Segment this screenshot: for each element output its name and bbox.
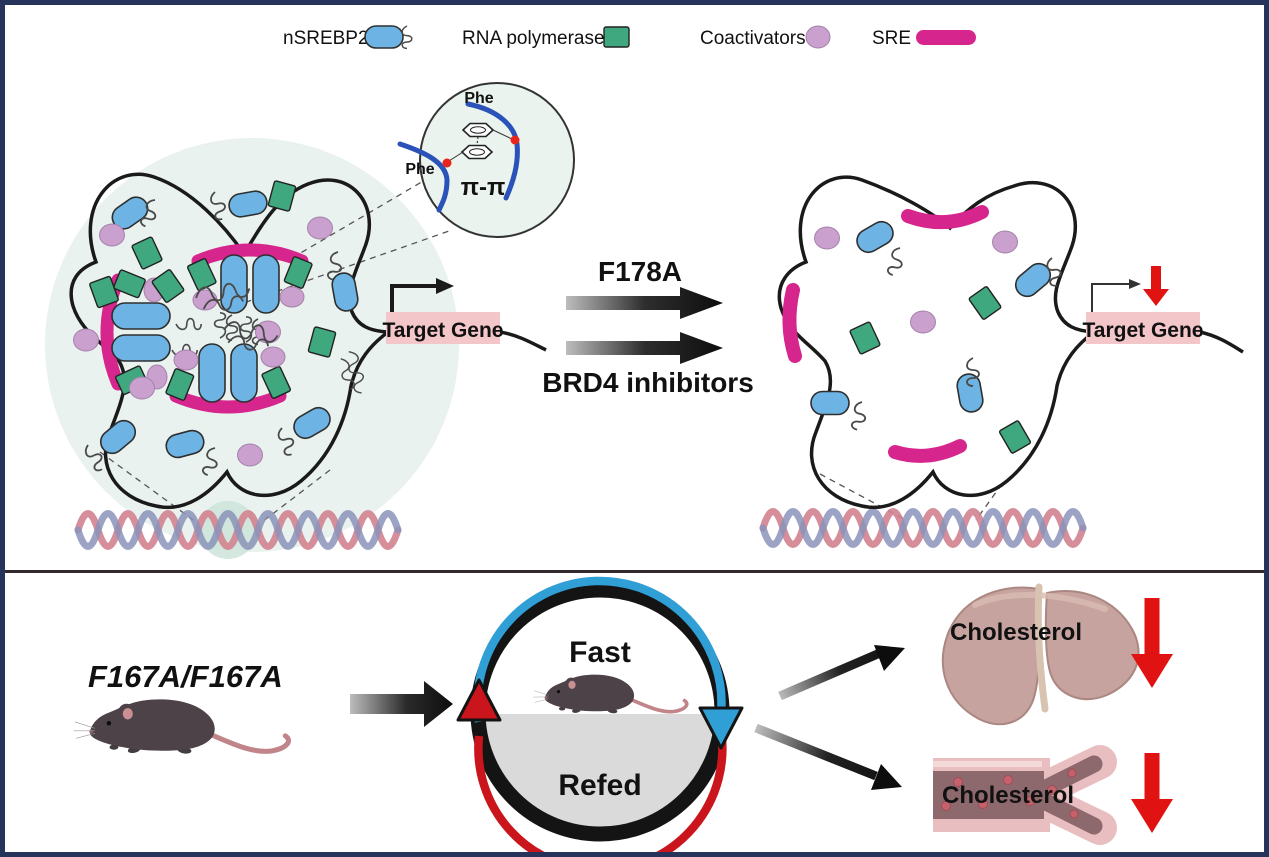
legend-label-sre: SRE [872,28,911,49]
phe-residue-dot [442,158,452,168]
phe-residue-dot [510,135,520,145]
idr-squiggle [850,400,869,432]
cholesterol-down-arrow-icon [1131,753,1173,833]
cholesterol-down-arrow-icon [1131,598,1173,688]
mouse-icon [74,699,289,754]
phe-pi-pi-inset: Phe Phe π-π [397,82,575,238]
protein-backbone-left [397,141,450,213]
transcription-arrowhead [436,278,454,294]
blood-cells [941,768,1079,819]
sre-element [782,283,802,363]
rna-pol2-molecule [998,419,1032,455]
legend-label-coactivators: Coactivators [700,28,806,49]
dna-helix-icon [763,512,1083,545]
benzene-inner-ring [469,148,485,156]
small-condensate-droplet [199,501,257,559]
rna-pol2-molecule [967,285,1003,321]
target-gene-active: Target Gene [383,278,547,352]
arrowhead-icon [871,764,902,790]
transition-arrow-icon [566,287,723,319]
benzene-ring-icon [460,144,494,160]
benzene-ring-icon [461,122,495,138]
fast-label: Fast [569,636,631,669]
idr-squiggle [886,245,907,278]
coactivator-icon [805,25,831,49]
refed-arrowhead-icon [456,678,502,722]
coactivator-molecule [307,216,333,240]
refed-half-background [484,714,716,830]
target-gene-highlight [386,312,500,344]
condensate-panel: Target Gene [45,25,1244,559]
phe-label-top: Phe [464,90,493,107]
transition: F178A BRD4 inhibitors [542,256,754,398]
phe-label-bottom: Phe [405,161,434,178]
target-gene-highlight [1086,312,1200,344]
liver-cholesterol-label: Cholesterol [950,619,1082,646]
rna-pol2-icon [603,26,630,48]
target-gene-label: Target Gene [383,319,504,342]
coactivator-molecule [814,226,840,250]
transition-arrow-icon [566,332,723,364]
pi-pi-label: π-π [461,174,506,201]
free-sre-elements [782,205,989,463]
srebp2-molecule [851,216,899,258]
arrowhead-icon [874,645,905,671]
mouse-model-panel: F167A/F167A Fast Refed [74,576,1173,852]
mutation-label: F178A [598,256,682,287]
coactivator-molecule [73,328,99,352]
coactivator-molecule [129,376,155,400]
drug-label: BRD4 inhibitors [542,367,754,398]
refed-arc [474,729,727,852]
liver-icon [941,583,1140,726]
sre-icon [916,30,976,45]
nsrebp2-icon [364,25,404,49]
expression-down-arrow-icon [1143,266,1169,306]
gene-line [1199,330,1244,354]
benzene-inner-ring [470,126,486,134]
transcription-arrow [390,284,438,312]
sre-element [888,439,967,463]
genotype-label: F167A/F167A [88,659,283,694]
fast-refed-cycle: Fast Refed [456,576,744,852]
transcription-arrow-weak [1091,283,1130,312]
srebp2-molecule [810,390,850,416]
target-gene-label: Target Gene [1083,319,1204,342]
legend-label-nsrebp2: nSREBP2 [283,28,369,49]
bond-line [448,151,464,162]
transcription-arrowhead [1129,279,1141,289]
flow-arrow-icon [350,681,453,727]
panel-divider [5,570,1264,573]
coactivator-molecule [910,310,936,334]
figure-canvas: Target Gene [5,25,1264,852]
outcome-arrows [754,645,905,790]
bond-line [492,129,513,140]
blood-vessel-icon [933,745,1117,845]
arrow-to-vessel [754,723,878,781]
pi-stack-dashed-line [476,136,479,146]
fast-arc [473,576,726,723]
mouse-icon [531,672,689,716]
vessel-cholesterol-label: Cholesterol [942,782,1074,809]
coactivator-molecule [237,443,263,467]
inset-circle [419,82,575,238]
rna-pol2-molecule [848,320,882,356]
sre-element [901,205,989,230]
legend: nSREBP2 RNA polymerase II Coactivators S… [283,25,976,50]
srebp2-molecule [1010,258,1056,302]
fast-arrowhead-icon [698,706,744,750]
arrow-to-liver [778,648,882,701]
dissolved-molecules [810,216,1064,455]
coactivator-molecule [99,223,125,247]
refed-label: Refed [558,769,641,802]
legend-label-rna-pol2: RNA polymerase II [462,28,620,49]
gene-line [499,330,547,352]
coactivator-molecule [992,230,1018,254]
target-gene-inactive: Target Gene [1083,266,1244,354]
